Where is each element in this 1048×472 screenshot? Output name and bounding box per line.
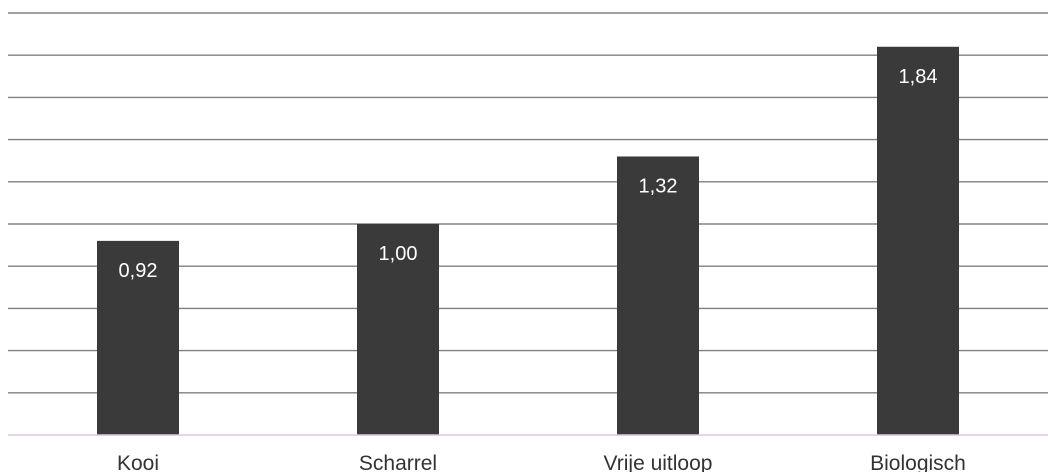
bar-vrije-uitloop: [617, 156, 699, 436]
bars: [97, 46, 959, 436]
x-tick-label: Biologisch: [870, 452, 966, 472]
bar-biologisch: [877, 46, 959, 435]
bar-kooi: [97, 240, 179, 435]
bar-scharrel: [357, 224, 439, 435]
x-tick-label: Kooi: [117, 452, 159, 472]
data-label: 1,84: [899, 66, 938, 88]
x-axis: Kooi Scharrel Vrije uitloop Biologisch: [8, 434, 1048, 472]
data-label: 0,92: [119, 260, 158, 282]
gridlines: [8, 12, 1048, 394]
data-label: 1,32: [639, 175, 678, 197]
data-label: 1,00: [379, 243, 418, 265]
x-tick-label: Scharrel: [359, 452, 437, 472]
x-tick-label: Vrije uitloop: [604, 452, 713, 472]
data-labels: 0,92 1,00 1,32 1,84: [119, 66, 938, 282]
